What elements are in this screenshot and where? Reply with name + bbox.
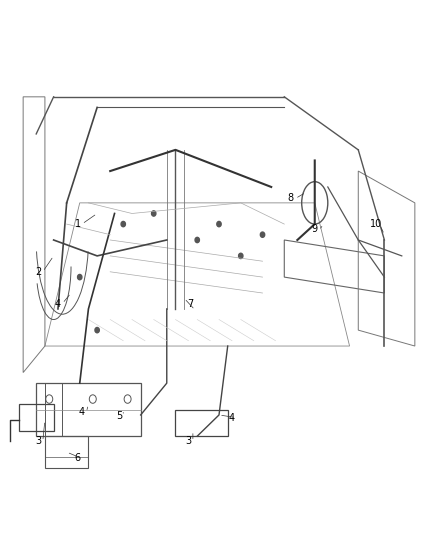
Circle shape	[217, 221, 221, 227]
Text: 8: 8	[288, 192, 294, 203]
Text: 7: 7	[187, 298, 194, 309]
Text: 4: 4	[229, 413, 235, 423]
Text: 4: 4	[55, 298, 61, 309]
Text: 3: 3	[35, 437, 42, 447]
Circle shape	[78, 274, 82, 280]
Text: 9: 9	[312, 224, 318, 235]
Text: 3: 3	[185, 437, 191, 447]
Circle shape	[121, 221, 125, 227]
Text: 1: 1	[74, 219, 81, 229]
Text: 10: 10	[370, 219, 382, 229]
Circle shape	[195, 237, 199, 243]
Bar	[45, 436, 88, 468]
Circle shape	[95, 327, 99, 333]
Text: 6: 6	[74, 454, 81, 463]
Circle shape	[239, 253, 243, 259]
Text: 2: 2	[35, 267, 42, 277]
Circle shape	[260, 232, 265, 237]
Text: 5: 5	[116, 411, 122, 421]
Circle shape	[152, 211, 156, 216]
Text: 4: 4	[79, 407, 85, 417]
